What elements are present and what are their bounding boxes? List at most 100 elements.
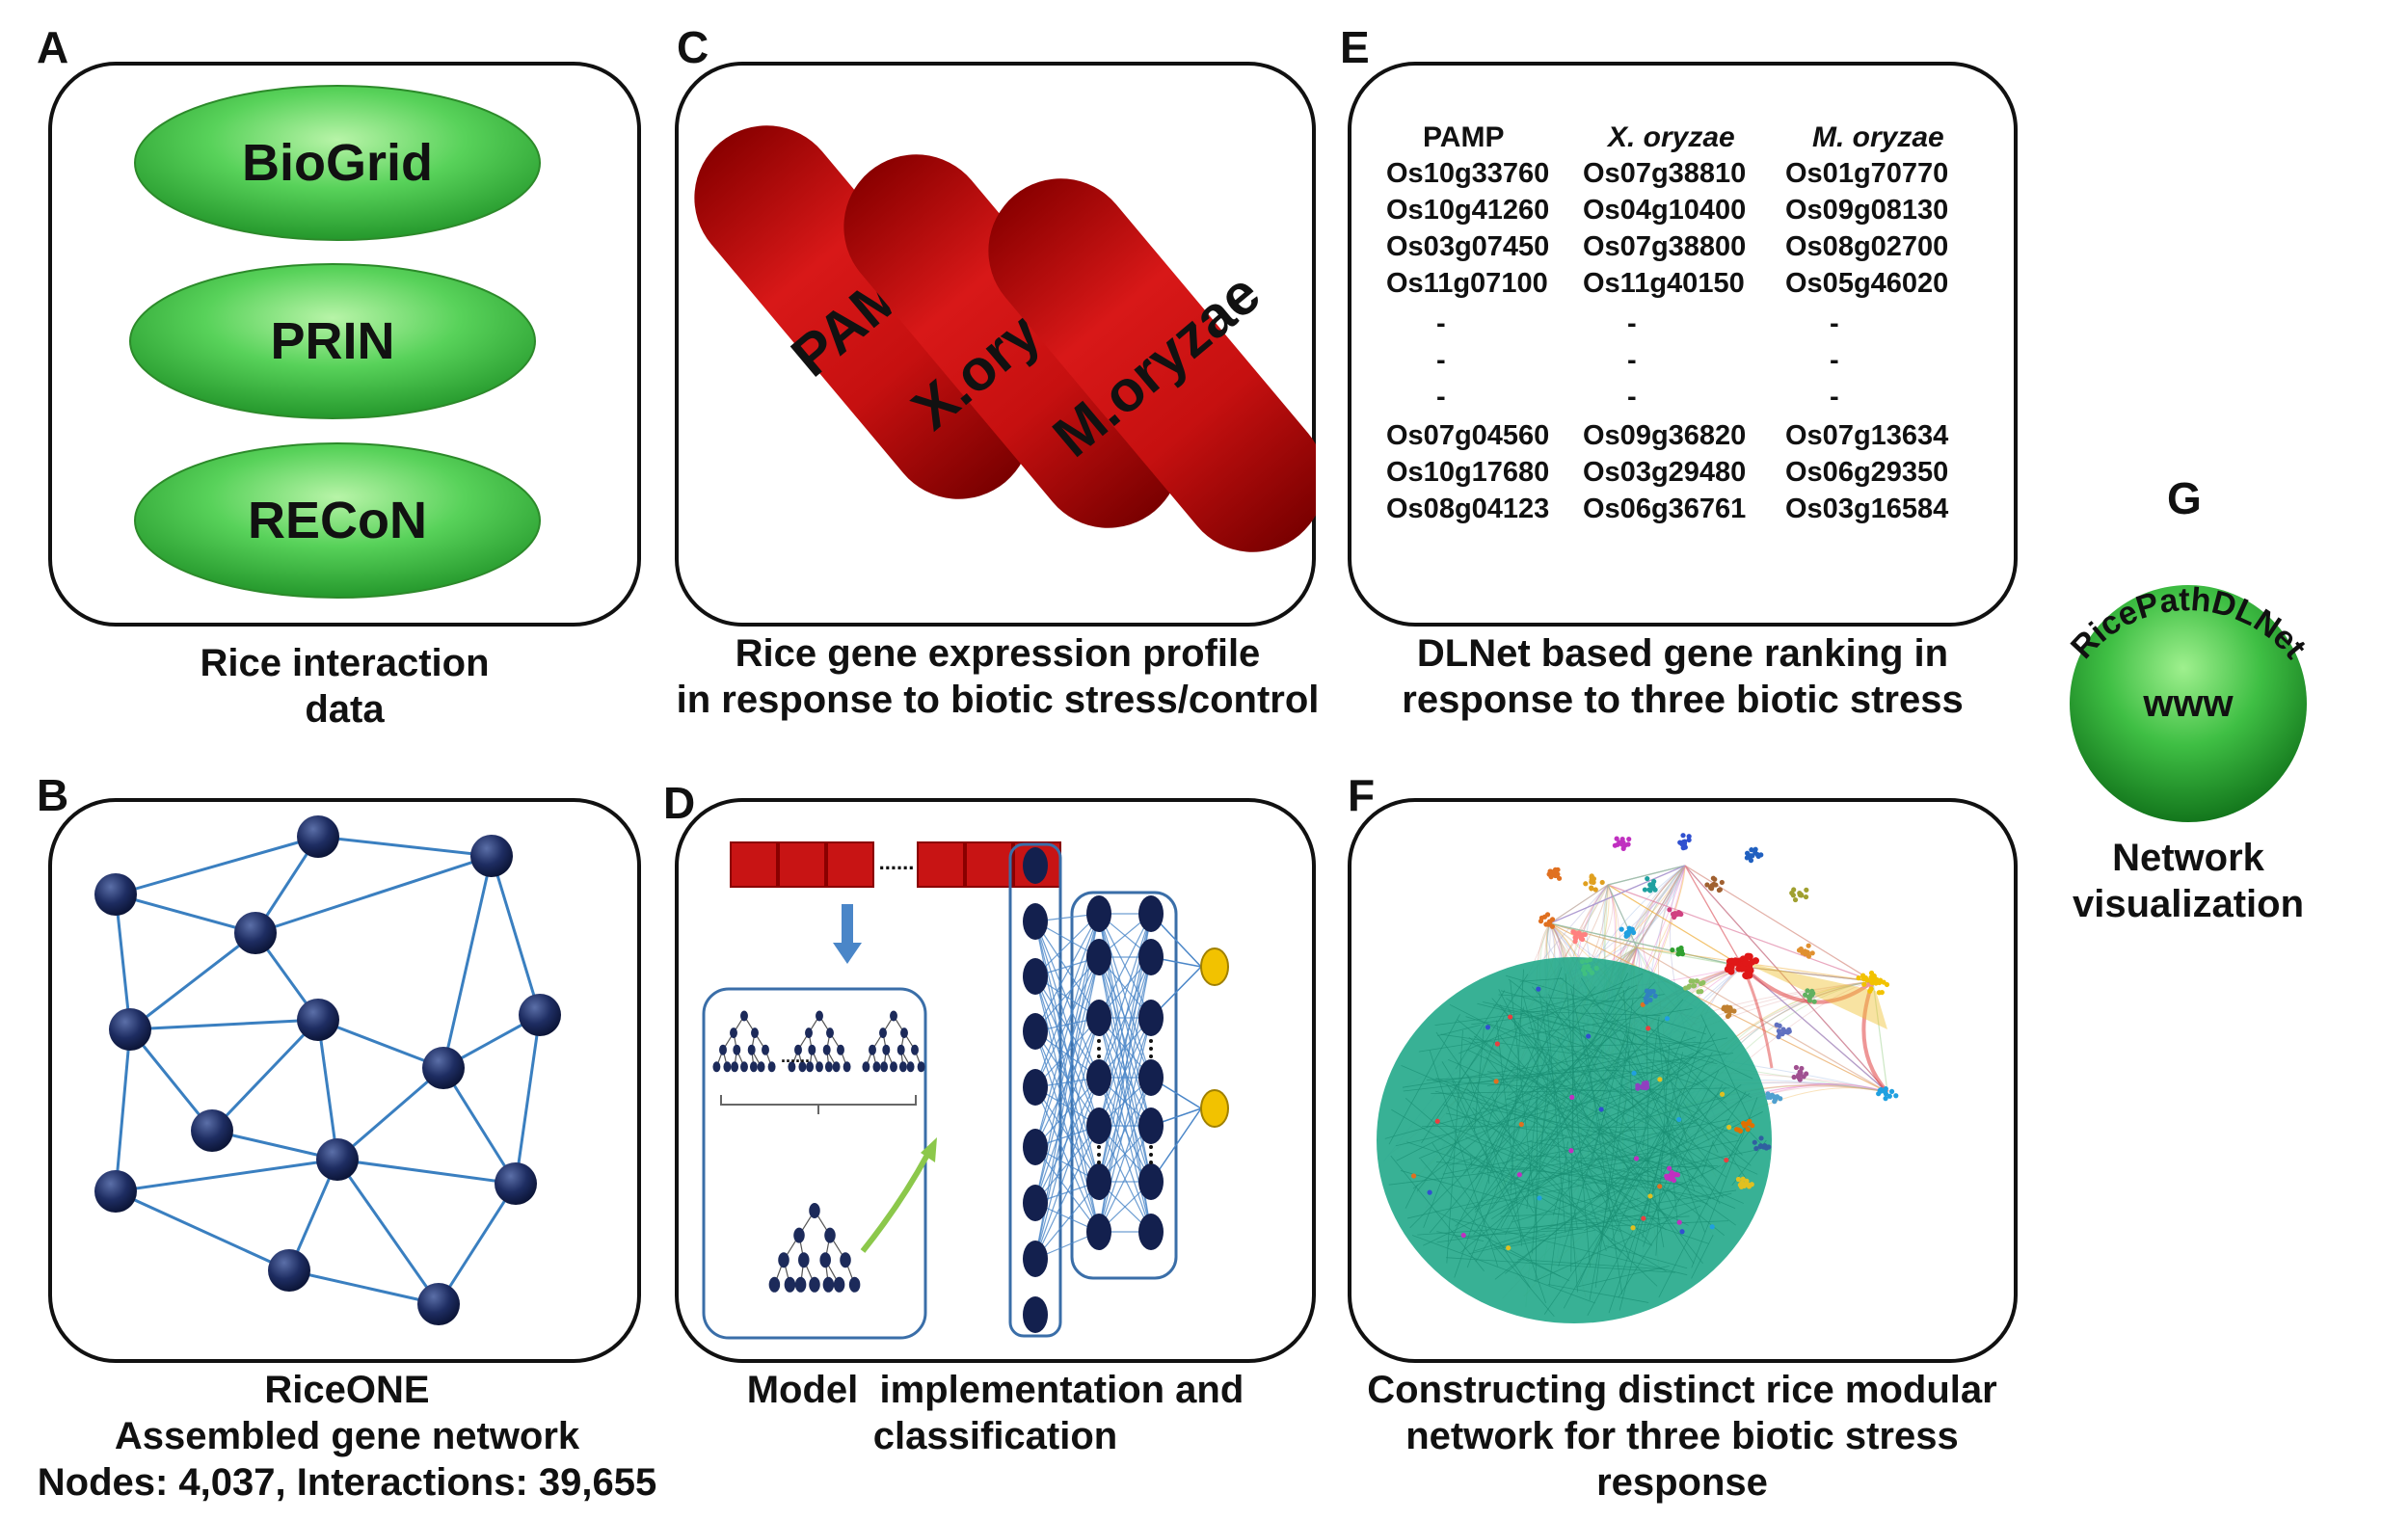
tree-dots: ...... (781, 1047, 810, 1066)
panel-d-model-diagram: ...... ...... (702, 841, 1229, 1340)
gene-id-cell: Os08g02700 (1785, 231, 1949, 262)
caption-c: Rice gene expression profile in response… (665, 630, 1330, 723)
module-node (1731, 1008, 1737, 1014)
module-node (1667, 907, 1672, 913)
module-node (1748, 858, 1754, 864)
module-node (1798, 946, 1804, 952)
module-node (1699, 988, 1704, 995)
module-node (1758, 1135, 1764, 1141)
module-node (1883, 1096, 1888, 1102)
nn-neuron (1023, 847, 1048, 884)
module-node (1572, 934, 1578, 941)
gene-ellipsis-dash: - (1436, 308, 1446, 339)
gene-id-cell: Os03g29480 (1583, 457, 1747, 488)
tree-bracket (720, 1095, 917, 1114)
module-node (1664, 1173, 1670, 1179)
caption-b: RiceONE Assembled gene network Nodes: 4,… (19, 1367, 675, 1506)
ellipse-label-recon: RECoN (248, 492, 427, 549)
module-node (1747, 967, 1754, 974)
module-node (1584, 958, 1590, 964)
module-node (1799, 1065, 1805, 1072)
gene-ellipsis-dash: - (1830, 345, 1839, 376)
gene-id-cell: Os01g70770 (1785, 158, 1949, 189)
module-node (1724, 965, 1732, 974)
module-node (1742, 1123, 1748, 1129)
www-sphere (2070, 585, 2307, 822)
network-node (316, 1138, 359, 1181)
gene-ellipsis-dash: - (1627, 382, 1637, 413)
module-node (1579, 958, 1586, 965)
ellipse-recon: RECoN (134, 442, 541, 599)
caption-f-line2: network for three biotic stress (1405, 1415, 1959, 1457)
nn-neuron (1086, 1214, 1111, 1250)
module-node (1667, 1165, 1672, 1171)
module-node (1647, 882, 1653, 888)
module-node (1753, 1145, 1759, 1152)
network-edge (254, 854, 493, 935)
caption-g-line2: visualization (2072, 883, 2305, 925)
ellipse-prin: PRIN (129, 263, 536, 419)
input-feature-blocks: ...... (730, 841, 1061, 888)
module-node (1670, 947, 1675, 953)
module-node (1893, 1093, 1899, 1099)
module-node (1861, 981, 1867, 987)
module-node (1652, 993, 1658, 999)
network-edge (441, 1067, 518, 1185)
curved-arrow-head (921, 1137, 937, 1162)
module-node (1717, 887, 1723, 893)
nn-neuron (1023, 903, 1048, 940)
module-node (1772, 1097, 1779, 1103)
nn-neuron (1086, 1163, 1111, 1200)
nn-neuron (1086, 895, 1111, 932)
network-edge (115, 1158, 338, 1193)
module-node (1642, 887, 1648, 893)
gene-id-cell: Os09g08130 (1785, 195, 1949, 226)
network-node (109, 1008, 151, 1051)
panel-e-box (1348, 62, 2018, 627)
neural-network (1023, 847, 1229, 1333)
network-edge (115, 835, 319, 896)
network-edge (115, 893, 256, 935)
module-node (1551, 871, 1557, 877)
input-dots: ...... (879, 850, 915, 874)
module-node (1883, 1086, 1888, 1092)
module-node (1627, 927, 1633, 933)
module-node (1747, 1118, 1752, 1124)
network-node (234, 912, 277, 954)
module-node (1776, 1034, 1781, 1040)
network-node (297, 999, 339, 1041)
network-node (519, 994, 561, 1036)
nn-neuron (1086, 1000, 1111, 1036)
network-nodes (94, 815, 561, 1325)
curved-arrow-icon (860, 1153, 930, 1253)
module-node (1644, 988, 1650, 994)
caption-e-line2: response to three biotic stress (1402, 679, 1964, 721)
module-node (1739, 1180, 1745, 1187)
network-node (417, 1283, 460, 1325)
capsule-moryzae: M.oryzae (988, 178, 1316, 552)
panel-b-box (48, 798, 641, 1363)
module-node (1725, 1013, 1731, 1020)
module-node (1671, 1177, 1677, 1184)
gene-id-cell: Os11g40150 (1583, 268, 1745, 299)
caption-d: Model implementation and classification (675, 1367, 1316, 1459)
module-node (1876, 979, 1883, 986)
caption-c-line2: in response to biotic stress/control (676, 679, 1320, 721)
panel-g-sphere: www RicePathDLNet (2064, 581, 2314, 822)
module-node (1691, 983, 1697, 989)
gene-id-cell: Os11g07100 (1386, 268, 1548, 299)
network-edge (336, 1158, 517, 1186)
gene-header-xoryzae: X. oryzae (1608, 121, 1735, 153)
network-node (94, 873, 137, 916)
module-node (1700, 979, 1706, 986)
caption-a-line1: Rice interaction (200, 642, 490, 684)
module-node (1622, 842, 1628, 848)
network-edge (288, 1268, 440, 1306)
gene-id-cell: Os07g38810 (1583, 158, 1747, 189)
module-node (1552, 867, 1559, 872)
network-edge (129, 1018, 319, 1031)
panel-letter-g: G (2167, 473, 2202, 523)
gene-id-cell: Os07g13634 (1785, 420, 1949, 451)
network-edge (114, 894, 132, 1030)
module-node (1778, 1096, 1783, 1102)
